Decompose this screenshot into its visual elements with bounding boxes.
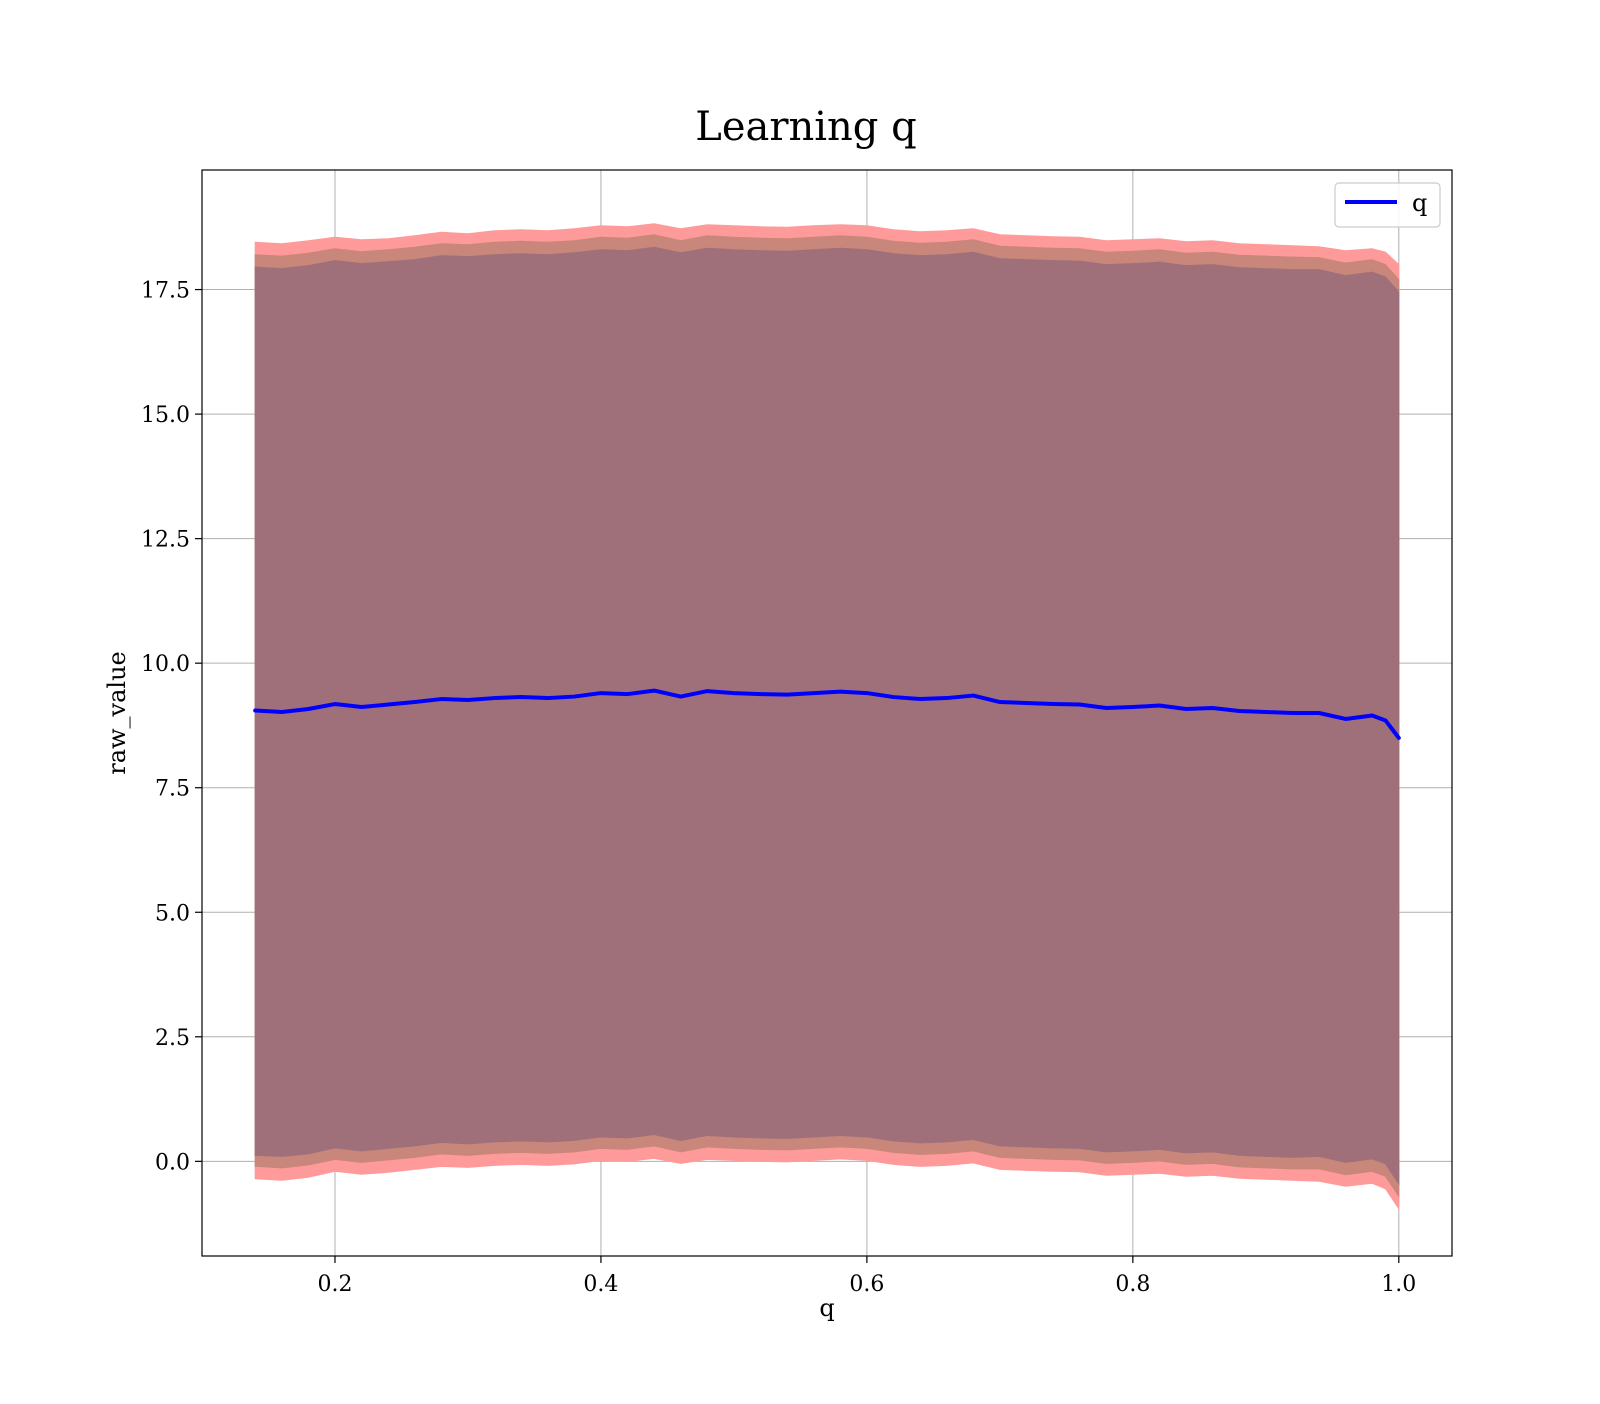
- y-tick-label: 12.5: [141, 528, 190, 553]
- y-tick-label: 0.0: [155, 1150, 190, 1175]
- y-tick-label: 7.5: [155, 777, 190, 802]
- legend-label-q: q: [1412, 189, 1427, 217]
- y-tick-label: 17.5: [141, 279, 190, 304]
- y-tick-label: 10.0: [141, 652, 190, 677]
- y-tick-label: 15.0: [141, 403, 190, 428]
- inner-band: [254, 246, 1400, 1186]
- y-tick-label: 5.0: [155, 901, 190, 926]
- y-axis-ticks: 0.0 2.5 5.0 7.5 10.0 12.5 15.0 17.5: [141, 279, 202, 1175]
- x-tick-label: 0.2: [317, 1272, 352, 1297]
- plot-frame: [201, 169, 1453, 1257]
- legend-box: [1334, 182, 1441, 228]
- chart-title: Learning q: [695, 104, 916, 150]
- x-tick-label: 0.8: [1115, 1272, 1150, 1297]
- x-axis-ticks: 0.2 0.4 0.6 0.8 1.0: [317, 1256, 1416, 1297]
- y-axis-label: raw_value: [103, 651, 131, 775]
- series-line-q: [253, 688, 1401, 740]
- series-lines: [253, 688, 1401, 740]
- x-axis-label: q: [819, 1294, 834, 1322]
- x-tick-label: 0.4: [583, 1272, 618, 1297]
- y-tick-label: 2.5: [155, 1026, 190, 1051]
- x-tick-label: 1.0: [1381, 1272, 1416, 1297]
- legend: q: [1334, 182, 1441, 228]
- x-tick-label: 0.6: [849, 1272, 884, 1297]
- confidence-bands: [254, 223, 1400, 1211]
